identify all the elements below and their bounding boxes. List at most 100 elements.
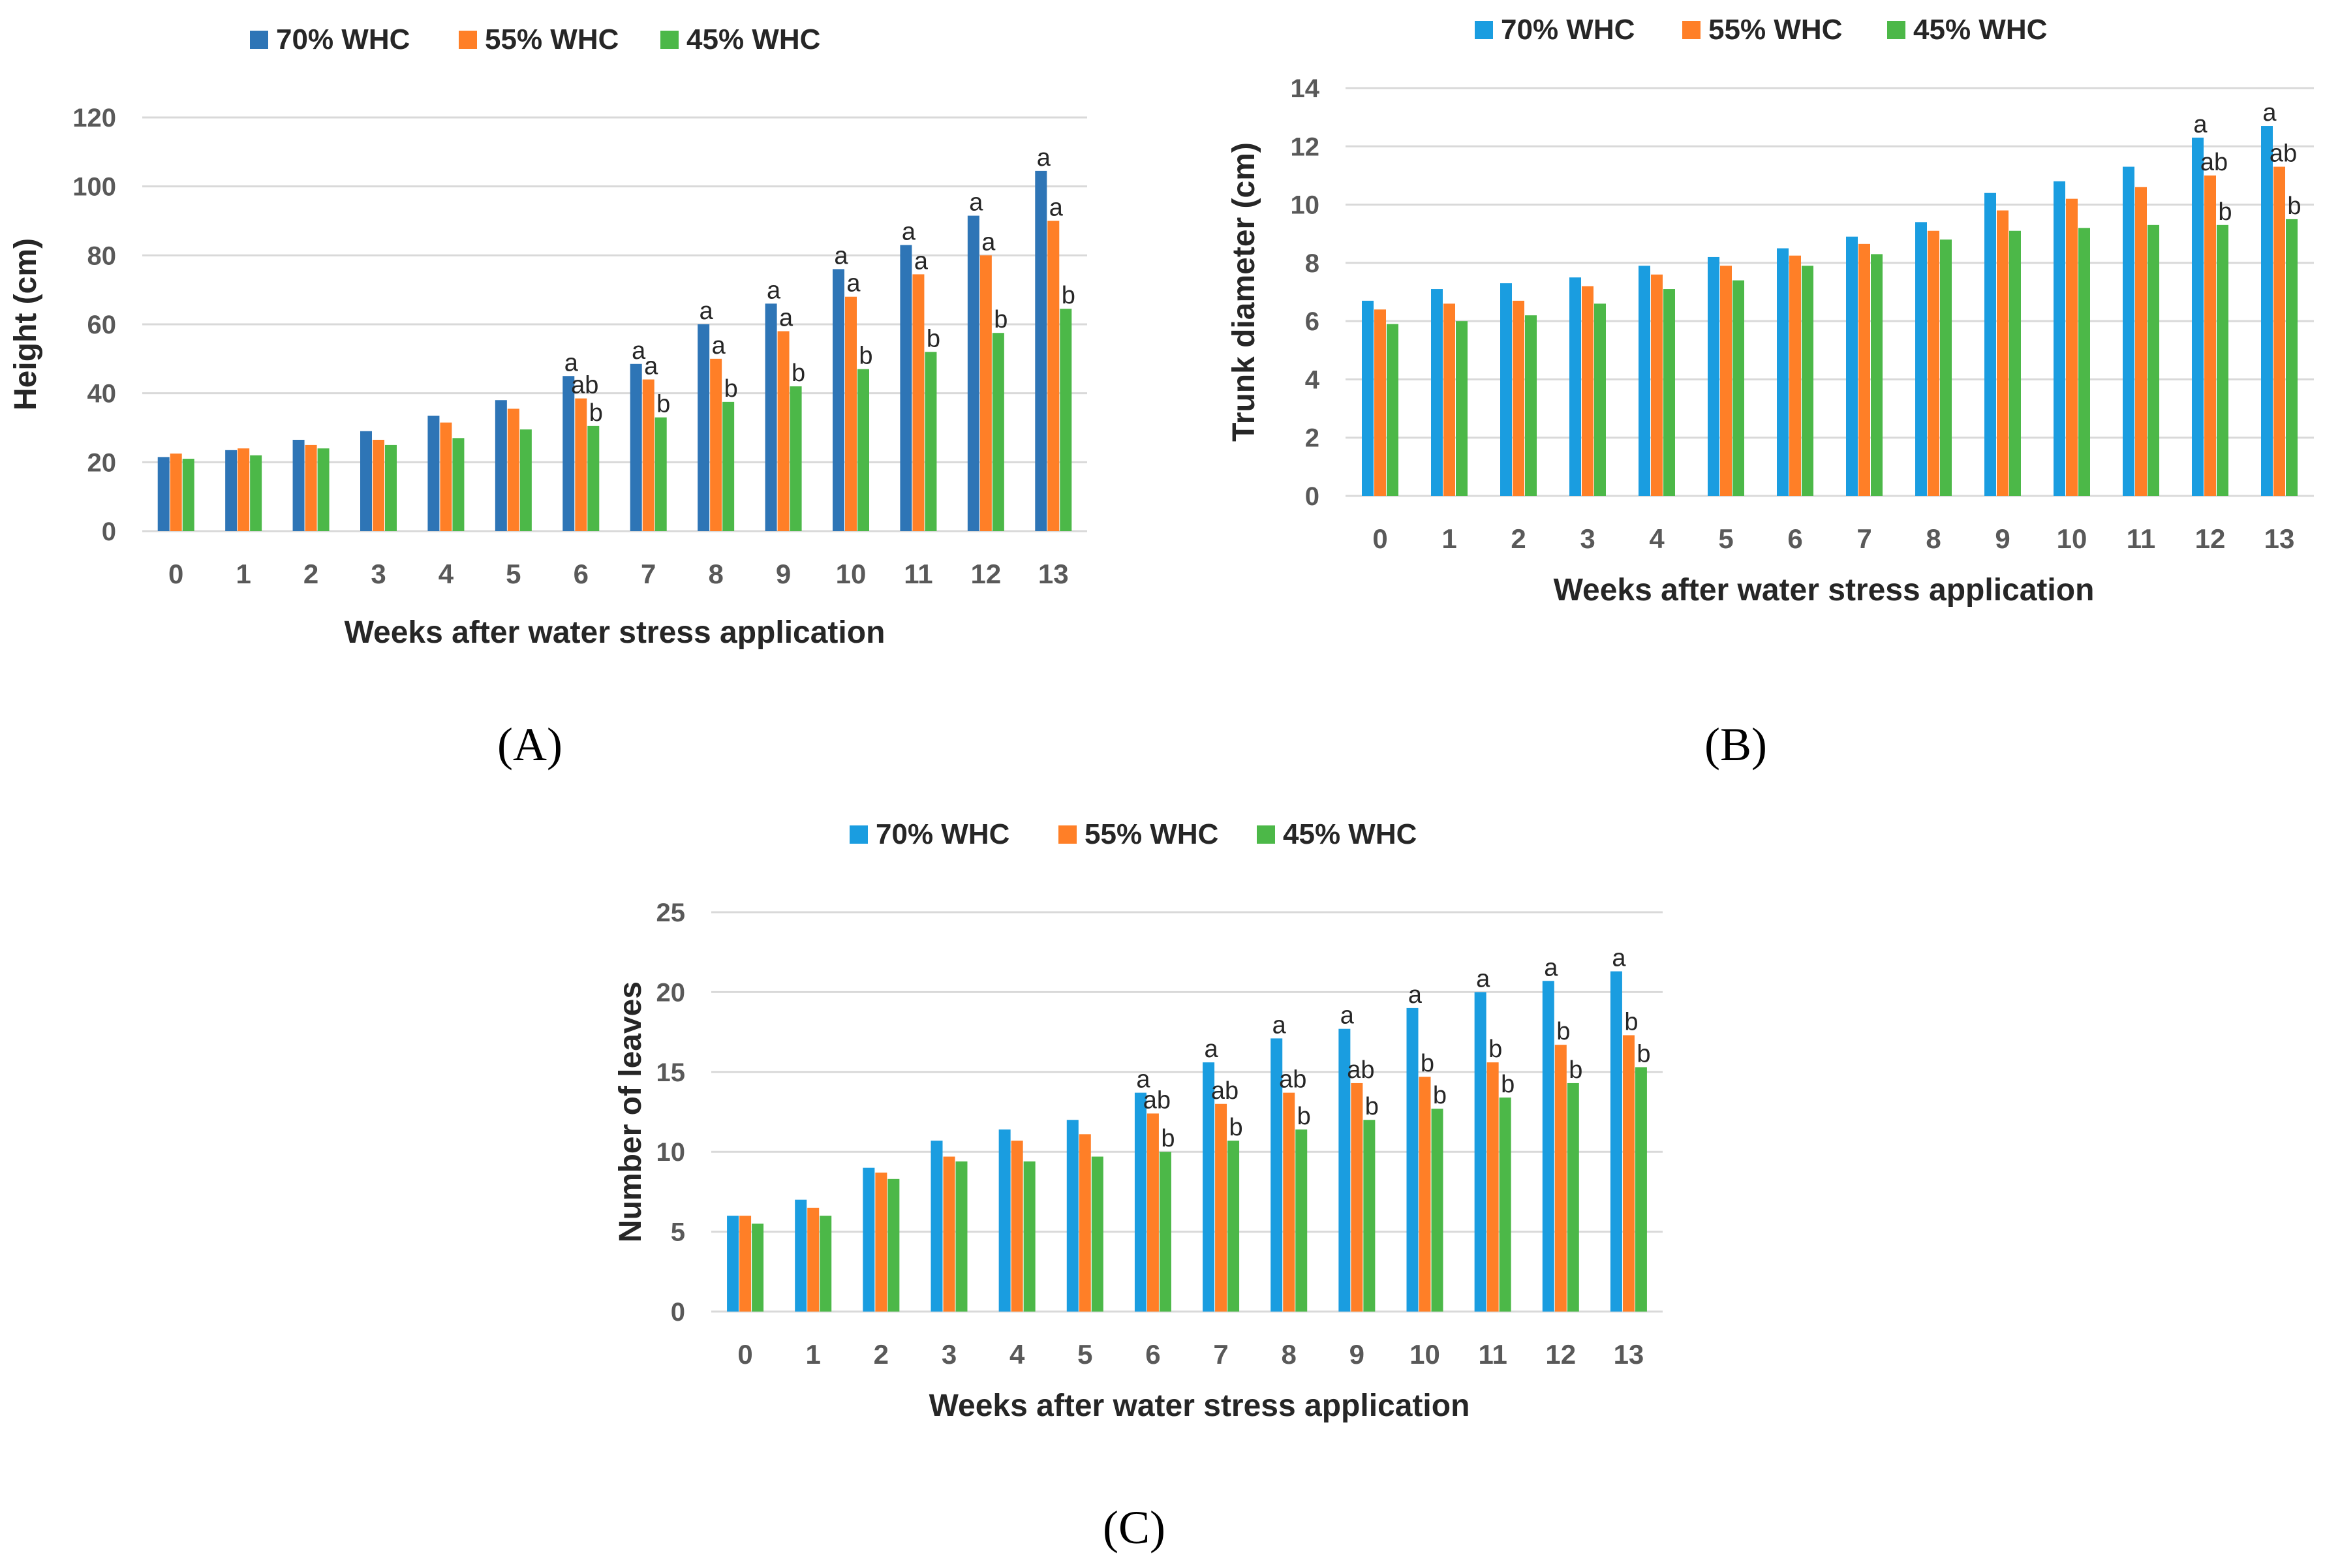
bar-55whc-week-12	[1554, 1045, 1567, 1312]
x-axis-title: Weeks after water stress application	[345, 615, 885, 650]
bar-45whc-week-9	[790, 386, 802, 531]
bar-45whc-week-10	[1431, 1109, 1443, 1312]
bar-55whc-week-9	[1351, 1083, 1363, 1312]
bar-55whc-week-1	[807, 1207, 820, 1312]
significance-label: b	[1569, 1056, 1582, 1084]
bar-55whc-week-10	[2066, 198, 2078, 496]
x-tick-label: 13	[1614, 1339, 1644, 1370]
y-tick-label: 12	[1291, 132, 1320, 161]
legend-label: 70% WHC	[276, 23, 410, 55]
bar-55whc-week-11	[1486, 1062, 1499, 1312]
significance-label: b	[994, 306, 1008, 333]
legend-swatch	[1682, 21, 1701, 39]
bar-45whc-week-8	[1940, 239, 1952, 496]
significance-label: a	[700, 298, 714, 325]
bar-45whc-week-7	[1227, 1141, 1240, 1312]
bar-70whc-week-4	[1639, 266, 1650, 496]
bar-45whc-week-11	[1499, 1097, 1511, 1312]
bar-70whc-week-6	[562, 376, 575, 531]
panel-label: (B)	[1704, 718, 1767, 771]
y-tick-label: 0	[102, 517, 116, 546]
bar-70whc-week-6	[1134, 1092, 1147, 1312]
bar-45whc-week-9	[1363, 1120, 1376, 1312]
bar-45whc-week-5	[519, 429, 532, 531]
x-tick-label: 3	[371, 559, 386, 589]
bar-45whc-week-6	[587, 425, 600, 531]
significance-label: a	[779, 305, 793, 332]
bar-45whc-week-13	[1635, 1067, 1647, 1312]
x-tick-label: 8	[1926, 523, 1941, 554]
x-tick-label: 0	[168, 559, 183, 589]
bar-55whc-week-7	[1858, 243, 1870, 496]
x-tick-label: 13	[1038, 559, 1069, 589]
bar-70whc-week-6	[1777, 248, 1789, 496]
bar-45whc-week-1	[1456, 321, 1468, 496]
bar-55whc-week-3	[1582, 286, 1593, 496]
bar-55whc-week-7	[642, 379, 654, 531]
significance-label: b	[1433, 1082, 1447, 1109]
bar-70whc-week-11	[1474, 992, 1486, 1312]
bar-55whc-week-10	[845, 296, 857, 531]
x-tick-label: 7	[641, 559, 656, 589]
significance-label: a	[1136, 1066, 1150, 1094]
x-axis-title: Weeks after water stress application	[1554, 573, 2095, 607]
bar-45whc-week-10	[857, 369, 869, 531]
y-tick-label: 10	[656, 1138, 686, 1167]
bar-45whc-week-12	[2217, 224, 2228, 496]
bar-45whc-week-4	[1663, 289, 1675, 496]
bar-45whc-week-8	[722, 401, 735, 531]
significance-label: b	[1062, 282, 1075, 309]
x-axis-title: Weeks after water stress application	[929, 1389, 1470, 1423]
x-tick-label: 12	[1545, 1339, 1576, 1370]
significance-label: a	[712, 332, 726, 360]
bar-55whc-week-8	[1283, 1092, 1295, 1312]
significance-label: a	[644, 353, 658, 380]
y-tick-label: 0	[671, 1298, 685, 1327]
bar-55whc-week-2	[1513, 300, 1524, 496]
y-tick-label: 4	[1305, 365, 1320, 394]
y-tick-label: 40	[87, 380, 117, 408]
bar-70whc-week-7	[630, 363, 642, 531]
bar-55whc-week-10	[1419, 1077, 1431, 1312]
x-tick-label: 13	[2264, 523, 2295, 554]
bar-55whc-week-6	[575, 398, 587, 531]
significance-label: a	[1340, 1002, 1355, 1030]
x-tick-label: 1	[1441, 523, 1456, 554]
x-tick-label: 7	[1856, 523, 1871, 554]
significance-label: a	[981, 228, 996, 256]
legend-swatch	[1475, 21, 1493, 39]
x-tick-label: 12	[970, 559, 1001, 589]
bar-45whc-week-11	[2148, 224, 2159, 496]
y-tick-label: 2	[1305, 424, 1319, 453]
bar-55whc-week-9	[1997, 210, 2009, 496]
significance-label: a	[969, 189, 983, 217]
x-tick-label: 3	[942, 1339, 957, 1370]
bar-45whc-week-4	[452, 438, 465, 531]
bar-70whc-week-9	[765, 303, 777, 531]
legend-swatch	[250, 31, 268, 49]
x-tick-label: 4	[1649, 523, 1665, 554]
bar-45whc-week-5	[1732, 280, 1744, 496]
significance-label: ab	[1211, 1077, 1239, 1105]
x-tick-label: 8	[1282, 1339, 1297, 1370]
significance-label: ab	[2270, 140, 2297, 168]
bar-70whc-week-2	[1500, 283, 1512, 496]
significance-label: b	[1556, 1018, 1570, 1045]
significance-label: ab	[1279, 1066, 1306, 1094]
significance-label: a	[564, 349, 579, 377]
legend-swatch	[1887, 21, 1905, 39]
bar-45whc-week-12	[1567, 1083, 1579, 1312]
x-tick-label: 2	[303, 559, 318, 589]
y-tick-label: 60	[87, 311, 117, 339]
bar-55whc-week-13	[1047, 221, 1060, 531]
bar-70whc-week-8	[1915, 222, 1927, 496]
bar-45whc-week-0	[182, 459, 194, 531]
legend-label: 70% WHC	[876, 818, 1009, 850]
bar-45whc-week-13	[1060, 309, 1072, 531]
bar-70whc-week-5	[1708, 256, 1719, 496]
significance-label: b	[2287, 192, 2301, 220]
bar-45whc-week-3	[1594, 303, 1606, 496]
legend-label: 45% WHC	[686, 23, 820, 55]
